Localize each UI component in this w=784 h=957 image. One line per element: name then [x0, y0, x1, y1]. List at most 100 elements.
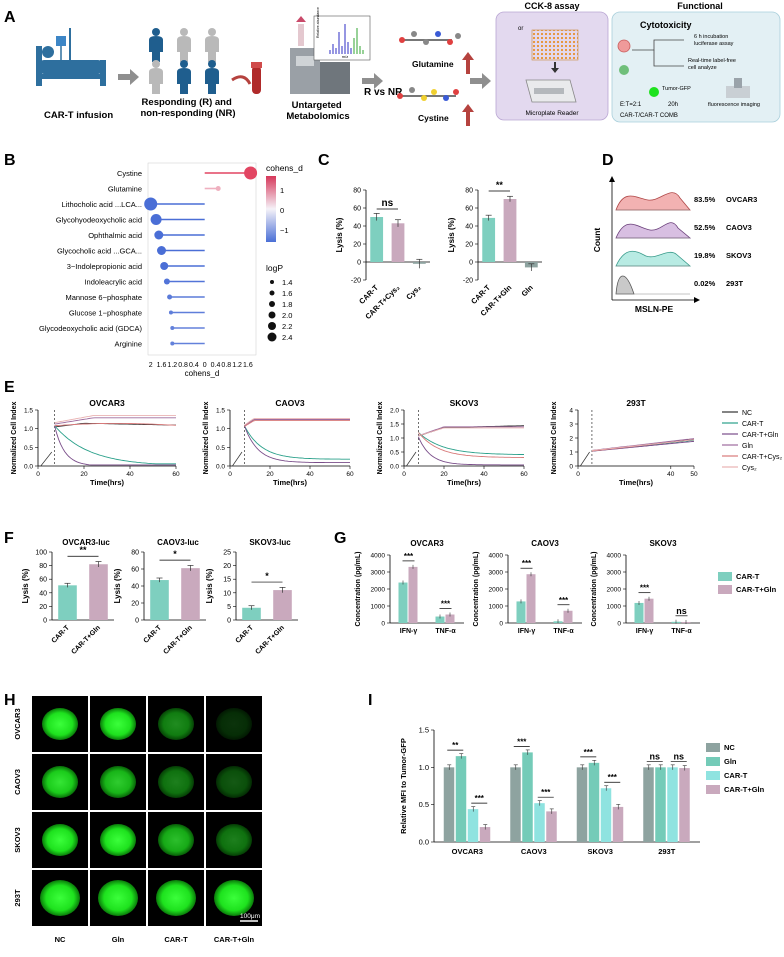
bar	[503, 199, 517, 262]
x-tick-label: IFN-γ	[400, 628, 418, 635]
grouped-bar-plot: CAOV3 4000 3000 2000 1000 0 Concentration (pg/…	[473, 539, 582, 635]
person-head	[152, 28, 160, 36]
y-axis-title: Normalized Cell Index	[11, 402, 18, 475]
legend-label: Cys₂	[742, 465, 757, 472]
x-tick-label: 40	[126, 471, 134, 478]
pre-curve	[232, 451, 243, 467]
y-axis-title: Count	[592, 228, 602, 253]
y-tick-label: 2	[569, 436, 573, 443]
x-tick-label: 1.6	[157, 362, 167, 369]
legend-label: NC	[724, 743, 735, 752]
x-tick-label: 293T	[658, 847, 676, 856]
size-legend-title: logP	[266, 263, 283, 273]
panel-a: A CAR-T infusion Responding (R) and non-…	[4, 1, 781, 126]
y-axis-title: Normalized Cell Index	[203, 402, 210, 475]
y-tick-label: 0	[381, 621, 385, 628]
hours-label: 20h	[668, 102, 678, 108]
y-tick-label: 4000	[489, 553, 504, 560]
y-tick-label: 0.0	[216, 464, 225, 471]
y-tick-label: 0.5	[216, 445, 225, 452]
row-label: OVCAR3	[13, 708, 22, 739]
lollipop-dot	[170, 341, 175, 346]
person-head	[208, 28, 216, 36]
y-tick-label: 0.0	[390, 464, 399, 471]
lollipop-dot	[167, 294, 173, 300]
micrograph-tile	[32, 754, 88, 810]
patient-bed-icon	[36, 28, 106, 86]
responders-line-1: Responding (R) and	[142, 97, 232, 108]
y-tick-label: 0	[43, 618, 47, 625]
y-tick-label: 5	[227, 604, 231, 611]
x-tick-label: TNF-α	[671, 628, 692, 635]
panel-letter-b: B	[4, 152, 16, 169]
y-axis-title: Lysis (%)	[113, 568, 122, 603]
size-legend-label: 1.8	[282, 300, 292, 309]
metabolite-label: Cystine	[117, 169, 142, 178]
panel-h: H OVCAR3 CAOV3 SKOV3 293T NC Gln CAR-T CAR-T+Gl…	[4, 692, 262, 944]
y-tick-label: 3000	[371, 570, 386, 577]
size-legend-label: 2.2	[282, 322, 292, 331]
x-tick-label: 1.6	[243, 362, 253, 369]
series-line	[54, 425, 176, 466]
x-tick-label: IFN-γ	[636, 628, 654, 635]
lollipop-dot	[154, 230, 164, 240]
x-tick-label: CAR-T	[235, 624, 256, 645]
glutamine-up-arrow-icon	[462, 52, 474, 74]
metabolite-label: Indoleacrylic acid	[84, 278, 142, 287]
legend-label: Gln	[742, 443, 753, 450]
y-axis-title: Relative MFI to Tumor-GFP	[399, 738, 408, 834]
metabolite-label: Glucose 1−phosphate	[69, 309, 142, 318]
x-axis-title: Time(hrs)	[619, 478, 654, 487]
micrograph-tile	[206, 870, 262, 926]
person-icon	[149, 60, 163, 94]
legend-label: Gln	[724, 757, 737, 766]
person-body	[177, 36, 191, 62]
legend-swatch	[706, 743, 720, 752]
row-label: 293T	[13, 889, 22, 907]
plate-reader-label: Microplate Reader	[525, 110, 579, 117]
x-tick-label: CAR-T+Gln	[254, 624, 285, 655]
red-arrow-icon	[231, 75, 252, 85]
pre-curve	[406, 451, 417, 467]
size-legend-dot	[268, 322, 276, 330]
step2-line-2: cell analyze	[688, 65, 717, 71]
significance-label: ***	[404, 552, 414, 561]
significance-label: *	[173, 549, 177, 559]
y-tick-label: 1.5	[216, 408, 225, 415]
legend-label: CAR-T	[724, 771, 748, 780]
bar	[242, 607, 261, 620]
x-tick-label: 40	[480, 471, 488, 478]
significance-label: ***	[584, 748, 594, 757]
bar	[445, 614, 455, 623]
cystine-molecule-icon	[397, 87, 459, 101]
y-tick-label: 2.0	[390, 408, 399, 415]
person-body	[205, 36, 219, 62]
person-body	[149, 68, 163, 94]
bar	[467, 809, 479, 842]
well-plate-icon	[531, 29, 579, 73]
panel-b: B Cystine Glutamine Lithocholic acid ...LC…	[4, 152, 303, 378]
significance-label: **	[452, 741, 459, 750]
glutamine-label: Glutamine	[412, 59, 454, 69]
y-tick-label: 25	[223, 550, 231, 557]
person-icon	[177, 60, 191, 94]
row-label: CAOV3	[13, 769, 22, 795]
significance-label: *	[265, 571, 269, 581]
y-tick-label: 1000	[607, 604, 622, 611]
spheroid	[158, 708, 194, 740]
series-line	[54, 425, 176, 465]
spheroid	[216, 824, 252, 856]
lollipop-dot	[144, 197, 158, 211]
car-t-cell-icon	[619, 65, 629, 75]
y-tick-label: -20	[351, 278, 361, 285]
y-tick-label: 1.0	[390, 436, 399, 443]
bar	[150, 580, 169, 620]
y-tick-label: 40	[465, 224, 473, 231]
lollipop-dot	[244, 166, 258, 180]
mini-ylabel: Relative abundance	[316, 7, 320, 38]
x-tick-label: IFN-γ	[518, 628, 536, 635]
bar	[612, 806, 624, 842]
bar-plot: SKOV3-luc 25 20 15 10 5 0 Lysis (%) CAR-T CAR-T+G…	[205, 538, 298, 656]
x-tick-label: 0	[576, 471, 580, 478]
cck8-box	[495, 11, 609, 121]
